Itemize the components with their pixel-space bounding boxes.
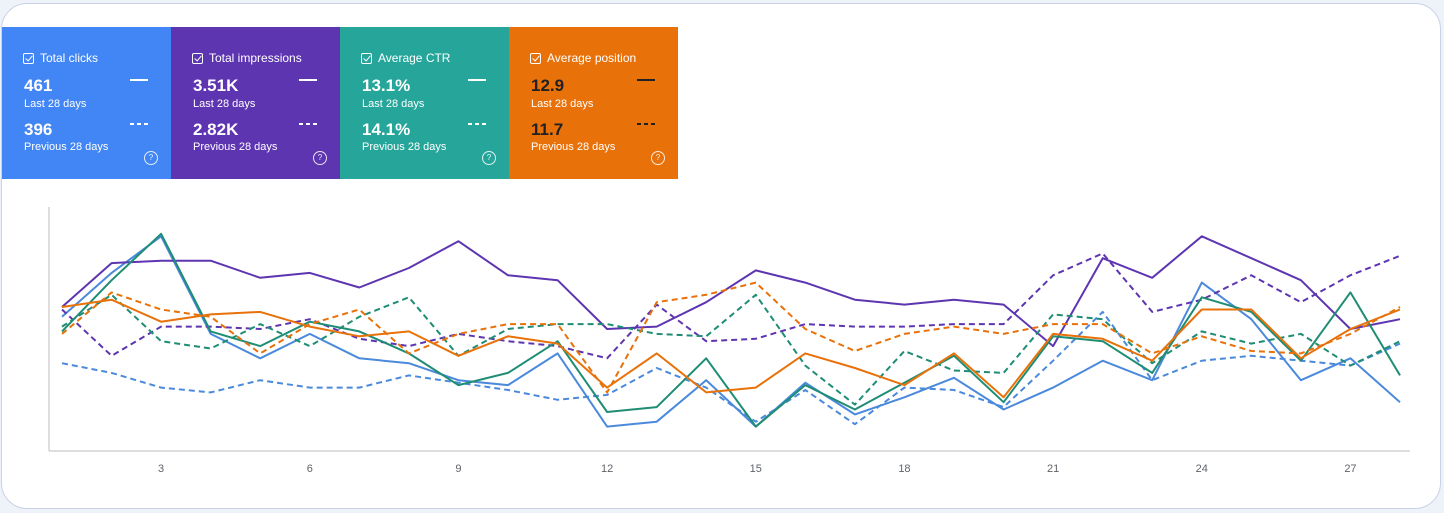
metric-current-value: 3.51K xyxy=(193,76,239,95)
metric-title: Total impressions xyxy=(209,51,302,65)
x-tick-label: 18 xyxy=(898,463,910,475)
help-circle-icon[interactable]: ? xyxy=(482,151,496,165)
series-layer xyxy=(61,232,1401,428)
x-tick-label: 21 xyxy=(1047,463,1059,475)
series-line-average-position-previous xyxy=(61,281,1401,394)
dashed-line-legend-icon xyxy=(637,123,655,125)
metric-previous-label: Previous 28 days xyxy=(362,141,447,153)
x-tick-label: 9 xyxy=(455,463,461,475)
series-line-total-impressions-previous xyxy=(61,252,1401,360)
metric-card-total-impressions[interactable]: Total impressions 3.51K Last 28 days 2.8… xyxy=(171,27,340,179)
series-line-average-position-current xyxy=(61,298,1401,399)
metric-previous-label: Previous 28 days xyxy=(193,141,278,153)
solid-line-legend-icon xyxy=(637,79,655,81)
dashed-line-legend-icon xyxy=(468,123,486,125)
solid-line-legend-icon xyxy=(299,79,317,81)
x-tick-label: 15 xyxy=(750,463,762,475)
metric-title: Average position xyxy=(547,51,637,65)
series-line-total-clicks-current xyxy=(61,235,1401,428)
help-circle-icon[interactable]: ? xyxy=(144,151,158,165)
metric-title: Average CTR xyxy=(378,51,451,65)
checkbox-icon[interactable] xyxy=(192,52,203,64)
solid-line-legend-icon xyxy=(468,79,486,81)
metric-cards: Total clicks 461 Last 28 days 396 Previo… xyxy=(2,27,678,179)
solid-line-legend-icon xyxy=(130,79,148,81)
metric-current-label: Last 28 days xyxy=(193,98,256,110)
performance-line-chart: 3 6 9 12 15 18 21 24 27 xyxy=(48,207,1410,475)
checkbox-icon[interactable] xyxy=(361,52,372,64)
metric-current-label: Last 28 days xyxy=(24,98,87,110)
metric-current-value: 13.1% xyxy=(362,76,411,95)
x-tick-label: 3 xyxy=(158,463,164,475)
metric-card-total-clicks[interactable]: Total clicks 461 Last 28 days 396 Previo… xyxy=(2,27,171,179)
series-line-total-impressions-current xyxy=(61,235,1401,348)
metric-title: Total clicks xyxy=(40,51,99,65)
metric-previous-value: 14.1% xyxy=(362,120,411,139)
series-line-average-ctr-previous xyxy=(61,293,1401,406)
x-tick-labels: 3 6 9 12 15 18 21 24 27 xyxy=(158,463,1357,475)
dashed-line-legend-icon xyxy=(299,123,317,125)
series-line-total-clicks-previous xyxy=(61,310,1401,426)
x-tick-label: 6 xyxy=(307,463,313,475)
help-circle-icon[interactable]: ? xyxy=(313,151,327,165)
series-line-average-ctr-current xyxy=(61,232,1401,428)
metric-previous-value: 11.7 xyxy=(531,120,564,139)
metric-card-average-ctr[interactable]: Average CTR 13.1% Last 28 days 14.1% Pre… xyxy=(340,27,509,179)
metric-current-label: Last 28 days xyxy=(362,98,425,110)
metric-previous-label: Previous 28 days xyxy=(531,141,616,153)
metric-previous-value: 396 xyxy=(24,120,53,139)
help-circle-icon[interactable]: ? xyxy=(651,151,665,165)
x-tick-label: 24 xyxy=(1196,463,1208,475)
checkbox-icon[interactable] xyxy=(530,52,541,64)
metric-current-label: Last 28 days xyxy=(531,98,594,110)
metric-current-value: 461 xyxy=(24,76,53,95)
metric-card-average-position[interactable]: Average position 12.9 Last 28 days 11.7 … xyxy=(509,27,678,179)
x-tick-label: 12 xyxy=(601,463,613,475)
performance-panel: Total clicks 461 Last 28 days 396 Previo… xyxy=(1,3,1441,509)
x-tick-label: 27 xyxy=(1344,463,1356,475)
dashed-line-legend-icon xyxy=(130,123,148,125)
checkbox-icon[interactable] xyxy=(23,52,34,64)
metric-previous-value: 2.82K xyxy=(193,120,239,139)
metric-previous-label: Previous 28 days xyxy=(24,141,109,153)
metric-current-value: 12.9 xyxy=(531,76,565,95)
